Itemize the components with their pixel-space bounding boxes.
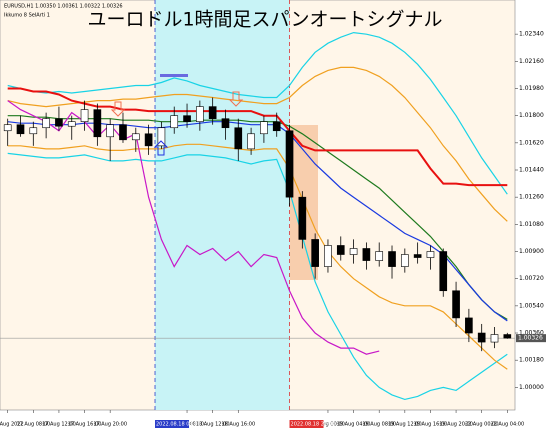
candle-body [388,251,396,267]
candle-body [144,133,153,147]
candle-body [336,245,345,255]
candle-body [349,248,358,255]
x-tick-label: 17 Aug 16:00 [68,422,102,428]
candle-body [55,118,63,127]
x-tick-label: 18 Aug 12:00 [196,422,230,428]
indicator-line [7,152,508,401]
x-tick-label: 17 Aug 20:00 [93,422,127,428]
price-label: 1.00326 [518,335,543,342]
sell-arrow [228,91,244,107]
candle-body [490,334,499,343]
candle-body [439,251,448,292]
x-tick-label: 22 Aug 04:00 [490,422,524,428]
y-tick-label: 1.00000 [519,384,544,391]
x-tick-label: 19 Aug 12:00 [388,422,422,428]
x-tick-label: 22 Aug 00:00 [465,422,499,428]
y-tick-label: 1.00900 [519,248,544,255]
y-tick-label: 1.01080 [519,221,544,228]
buy-arrow [153,140,169,156]
candle-body [3,124,12,132]
indicator-line [7,115,508,320]
x-tick-label: 19 Aug 08:00 [362,422,396,428]
x-tick-label: 19 Aug 16:00 [414,422,448,428]
candle-body [29,127,38,135]
marker-label-bg [155,420,190,428]
candle-body [375,251,384,261]
sell-arrow [110,101,126,117]
indicator-line [7,121,508,322]
candle-body [196,106,204,122]
candle-body [401,254,409,267]
candle-body [362,248,371,261]
y-tick-label: 1.01260 [519,194,544,201]
candle-body [311,239,319,267]
x-tick-label: 17 Aug 12:00 [42,422,76,428]
candle-body [272,121,281,132]
signal-bar [160,74,188,77]
y-tick-label: 1.01440 [519,167,544,174]
chart-title: ユーロドル1時間足スパンオートシグナル [87,9,442,31]
candle-body [503,334,512,339]
symbol-info: EURUSD,H1 1.00350 1.00361 1.00322 1.0032… [4,4,123,10]
candle-body [106,124,114,138]
candle-body [298,196,307,240]
indicator-line [7,143,508,370]
series-layer [0,0,515,410]
candle-body [16,124,25,135]
y-tick-label: 1.01800 [519,112,544,119]
candle-body [131,133,140,141]
indicator-line [7,31,508,195]
marker-label: 2022.08.18 03:00 [156,422,201,428]
marker-label: 2022.08.18 22:00 [291,422,336,428]
y-tick-label: 1.01620 [519,139,544,146]
candle-body [247,133,255,150]
candle-body [426,251,435,258]
indicator-line [7,87,508,187]
candle-body [465,317,473,334]
candle-body [413,254,422,258]
candle-body [170,115,179,129]
x-tick-label: 19 Aug 00:00 [311,422,345,428]
candle-body [183,115,191,122]
y-tick-label: 1.02340 [519,31,544,38]
candle-body [67,121,76,127]
y-tick-label: 1.00180 [519,357,544,364]
y-tick-label: 1.02160 [519,58,544,65]
x-tick-label: 18 Aug 16:00 [221,422,255,428]
highlight-zone [155,0,290,410]
candle-body [157,127,166,147]
candle-body [80,109,89,122]
indicator-info: Ikkumo 8 SeIArti 1 [4,13,50,19]
candle-body [221,118,230,129]
candle-body [260,121,268,135]
candle-body [452,290,460,319]
y-tick-label: 1.00540 [519,302,544,309]
candle-body [42,118,50,129]
y-tick-label: 1.01980 [519,85,544,92]
y-tick-label: 1.00720 [519,275,544,282]
candle-body [93,109,102,138]
candle-body [324,245,332,267]
price-label-bg [516,334,546,343]
candle-body [208,106,217,119]
indicator-line [7,66,508,222]
marker-label-bg [289,420,324,428]
candle-body [285,130,294,198]
candle-body [477,332,486,343]
y-tick-label: 1.00360 [519,330,544,337]
x-tick-label: 17 Aug 08:00 [16,422,50,428]
candle-body [234,127,243,150]
x-tick-label: 17 Aug 2022 [0,422,24,428]
x-tick-label: 19 Aug 04:00 [337,422,371,428]
x-tick-label: 19 Aug 20:00 [439,422,473,428]
indicator-line [7,100,380,355]
candle-body [119,124,127,141]
